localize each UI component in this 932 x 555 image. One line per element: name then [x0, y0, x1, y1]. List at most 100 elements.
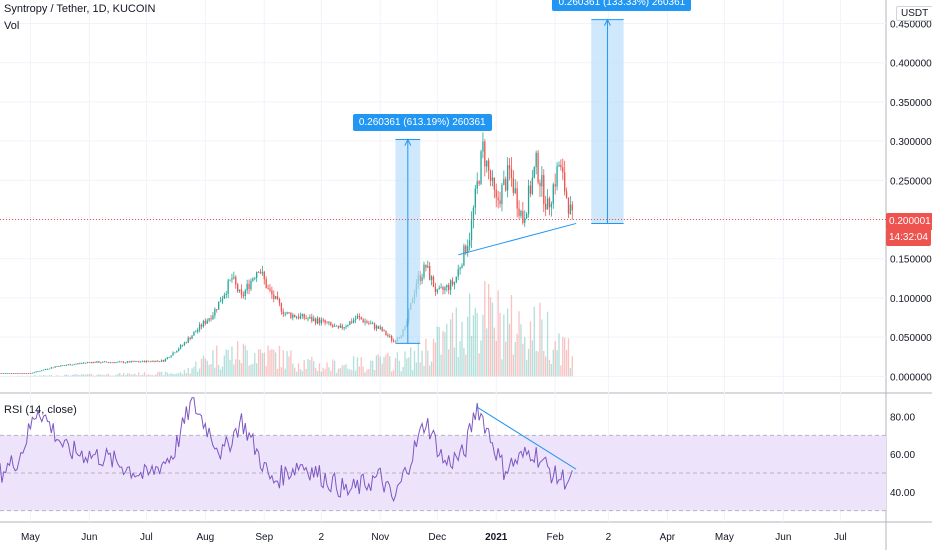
candle-body[interactable] [534, 167, 535, 178]
candle-body[interactable] [439, 288, 440, 290]
candle-body[interactable] [543, 175, 544, 204]
candle-body[interactable] [520, 211, 521, 216]
candle-body[interactable] [526, 214, 527, 218]
candle-body[interactable] [150, 361, 151, 362]
candle-body[interactable] [5, 373, 6, 374]
candle-body[interactable] [205, 321, 206, 324]
candle-body[interactable] [353, 320, 354, 323]
candle-body[interactable] [174, 352, 175, 353]
candle-body[interactable] [222, 299, 223, 302]
candle-body[interactable] [336, 326, 337, 327]
candle-body[interactable] [490, 171, 491, 181]
candle-body[interactable] [104, 362, 105, 363]
candle-body[interactable] [391, 336, 392, 340]
candle-body[interactable] [300, 316, 301, 319]
candle-body[interactable] [486, 160, 487, 166]
candle-body[interactable] [72, 365, 73, 366]
volume-label[interactable]: Vol [4, 20, 19, 32]
candle-body[interactable] [482, 142, 483, 152]
candle-body[interactable] [452, 280, 453, 284]
candle-body[interactable] [58, 366, 59, 367]
candle-body[interactable] [505, 179, 506, 190]
candle-body[interactable] [100, 363, 101, 364]
candle-body[interactable] [359, 316, 360, 317]
candle-body[interactable] [182, 345, 183, 346]
candle-body[interactable] [262, 272, 263, 274]
candle-body[interactable] [307, 318, 308, 319]
candle-body[interactable] [321, 320, 322, 324]
candle-body[interactable] [305, 318, 306, 319]
candle-body[interactable] [203, 321, 204, 327]
candle-body[interactable] [136, 361, 137, 362]
candle-body[interactable] [277, 296, 278, 299]
candle-body[interactable] [142, 361, 143, 362]
candle-body[interactable] [281, 303, 282, 311]
candle-body[interactable] [330, 322, 331, 325]
candle-body[interactable] [463, 246, 464, 266]
candle-body[interactable] [256, 272, 257, 278]
candle-body[interactable] [383, 331, 384, 332]
candle-body[interactable] [285, 314, 286, 315]
candle-body[interactable] [68, 364, 69, 365]
candle-body[interactable] [458, 269, 459, 276]
candle-body[interactable] [296, 317, 297, 318]
candle-body[interactable] [427, 266, 428, 268]
candle-body[interactable] [368, 323, 369, 324]
candle-body[interactable] [75, 364, 76, 365]
candle-body[interactable] [16, 373, 17, 374]
candle-body[interactable] [444, 287, 445, 290]
candle-body[interactable] [227, 280, 228, 293]
candle-body[interactable] [551, 204, 552, 208]
candle-body[interactable] [7, 373, 8, 374]
candle-body[interactable] [247, 284, 248, 290]
candle-body[interactable] [475, 189, 476, 208]
candle-body[interactable] [380, 327, 381, 329]
candle-body[interactable] [298, 317, 299, 319]
candle-body[interactable] [49, 369, 50, 370]
candle-body[interactable] [37, 371, 38, 372]
candle-body[interactable] [539, 183, 540, 187]
candle-body[interactable] [91, 362, 92, 363]
candle-body[interactable] [218, 302, 219, 310]
candle-body[interactable] [226, 294, 227, 295]
candle-body[interactable] [488, 160, 489, 170]
candle-body[interactable] [370, 323, 371, 324]
candle-body[interactable] [271, 291, 272, 295]
candle-body[interactable] [283, 312, 284, 314]
candle-body[interactable] [425, 265, 426, 268]
candle-body[interactable] [389, 336, 390, 337]
candle-body[interactable] [85, 363, 86, 364]
candle-body[interactable] [342, 325, 343, 328]
candle-body[interactable] [3, 373, 4, 374]
candle-body[interactable] [323, 320, 324, 321]
candle-body[interactable] [326, 323, 327, 324]
candle-body[interactable] [165, 359, 166, 362]
candle-body[interactable] [237, 284, 238, 291]
candle-body[interactable] [132, 361, 133, 362]
candle-body[interactable] [568, 198, 569, 214]
candle-body[interactable] [541, 175, 542, 186]
candle-body[interactable] [77, 363, 78, 364]
candle-body[interactable] [189, 338, 190, 339]
currency-button[interactable]: USDT [896, 6, 932, 21]
candle-body[interactable] [497, 198, 498, 201]
candle-body[interactable] [83, 363, 84, 364]
candle-body[interactable] [155, 361, 156, 362]
candle-body[interactable] [210, 318, 211, 319]
candle-body[interactable] [478, 181, 479, 184]
candle-body[interactable] [191, 336, 192, 339]
candle-body[interactable] [153, 361, 154, 362]
candle-body[interactable] [351, 321, 352, 322]
candle-body[interactable] [146, 361, 147, 362]
candle-body[interactable] [338, 326, 339, 328]
candle-body[interactable] [264, 272, 265, 279]
candle-body[interactable] [509, 165, 510, 168]
candle-body[interactable] [515, 188, 516, 193]
candle-body[interactable] [547, 198, 548, 209]
candle-body[interactable] [26, 373, 27, 374]
candle-body[interactable] [522, 211, 523, 223]
candle-body[interactable] [376, 326, 377, 329]
candle-body[interactable] [572, 205, 573, 211]
candle-body[interactable] [250, 281, 251, 289]
candle-body[interactable] [119, 362, 120, 363]
